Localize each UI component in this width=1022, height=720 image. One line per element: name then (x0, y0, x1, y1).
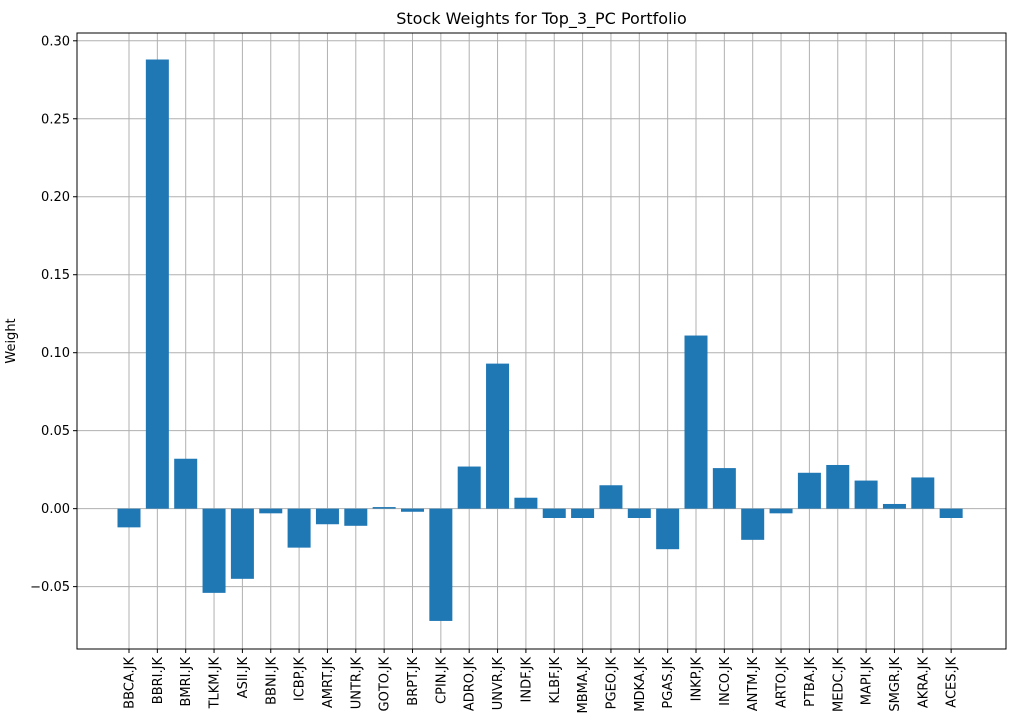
bar-amrt-jk (315, 508, 339, 525)
x-tick-label: ANTM.JK (746, 657, 761, 712)
bar-smgr-jk (882, 503, 906, 509)
plot-frame (76, 32, 1007, 650)
bars (117, 59, 963, 621)
bar-indf-jk (514, 497, 538, 509)
bar-asii-jk (230, 508, 254, 579)
bar-pgeo-jk (599, 485, 623, 509)
x-axis-ticks: BBCA.JK BBRI.JK BMRI.JK TLKM.JK ASII.JK BBNI.… (123, 649, 960, 714)
x-tick-label: UNVR.JK (491, 657, 506, 711)
y-tick-label: 0.25 (41, 112, 70, 127)
x-tick-label: ICBP.JK (293, 657, 308, 702)
x-tick-label: BBRI.JK (151, 657, 166, 705)
bar-arto-jk (769, 508, 793, 514)
bar-aces-jk (939, 508, 963, 519)
bar-antm-jk (741, 508, 765, 540)
x-tick-label: KLBF.JK (548, 657, 563, 704)
x-tick-label: ASII.JK (236, 657, 251, 699)
bar-tlkm-jk (202, 508, 226, 593)
x-tick-label: BBNI.JK (264, 657, 279, 705)
x-tick-label: GOTO.JK (378, 657, 393, 712)
x-tick-label: INCO.JK (718, 657, 733, 706)
y-axis-ticks: −0.05 0.00 0.05 0.10 0.15 0.20 0.25 0.30 (30, 34, 77, 595)
bar-untr-jk (344, 508, 368, 526)
bar-ptba-jk (797, 472, 821, 509)
x-tick-label: INDF.JK (519, 657, 534, 703)
x-tick-label: MBMA.JK (576, 657, 591, 714)
bar-icbp-jk (287, 508, 311, 548)
y-tick-label: 0.10 (41, 346, 70, 361)
bar-inco-jk (712, 468, 736, 509)
x-tick-label: ADRO.JK (463, 657, 478, 712)
x-tick-label: PGEO.JK (604, 657, 619, 710)
x-tick-label: CPIN.JK (434, 657, 449, 704)
bar-pgas-jk (656, 508, 680, 550)
y-tick-label: −0.05 (30, 580, 70, 595)
x-tick-label: ARTO.JK (775, 657, 790, 709)
y-tick-label: 0.00 (41, 502, 70, 517)
x-tick-label: MEDC.JK (831, 657, 846, 712)
bar-unvr-jk (486, 363, 510, 509)
y-tick-label: 0.30 (41, 34, 70, 49)
bar-adro-jk (457, 466, 481, 509)
bar-klbf-jk (542, 508, 566, 519)
x-tick-label: BMRI.JK (179, 657, 194, 707)
bar-mdka-jk (627, 508, 651, 519)
x-tick-label: MDKA.JK (633, 657, 648, 712)
bar-bbni-jk (259, 508, 283, 514)
bar-mbma-jk (571, 508, 595, 519)
chart-title: Stock Weights for Top_3_PC Portfolio (396, 9, 687, 29)
bar-goto-jk (372, 507, 396, 509)
bar-bbri-jk (145, 59, 169, 509)
bar-cpin-jk (429, 508, 453, 621)
x-tick-label: AKRA.JK (916, 657, 931, 709)
x-tick-label: ACES.JK (945, 657, 960, 708)
bar-bbca-jk (117, 508, 141, 528)
x-tick-label: PGAS.JK (661, 657, 676, 709)
x-tick-label: BRPT.JK (406, 657, 421, 706)
bar-mapi-jk (854, 480, 878, 509)
y-tick-label: 0.05 (41, 424, 70, 439)
x-tick-label: TLKM.JK (208, 657, 223, 710)
x-tick-label: INKP.JK (690, 657, 705, 702)
x-tick-label: UNTR.JK (349, 657, 364, 710)
bar-bmri-jk (174, 458, 198, 509)
y-tick-label: 0.20 (41, 190, 70, 205)
bar-brpt-jk (401, 508, 424, 512)
x-tick-label: AMRT.JK (321, 657, 336, 709)
x-tick-label: MAPI.JK (860, 657, 875, 706)
y-tick-label: 0.15 (41, 268, 70, 283)
y-axis-label: Weight (4, 318, 19, 363)
x-tick-label: SMGR.JK (888, 657, 903, 712)
bar-akra-jk (911, 477, 935, 509)
bar-inkp-jk (684, 335, 708, 509)
x-tick-label: BBCA.JK (123, 657, 138, 709)
bar-medc-jk (826, 464, 850, 509)
x-tick-label: PTBA.JK (803, 657, 818, 707)
